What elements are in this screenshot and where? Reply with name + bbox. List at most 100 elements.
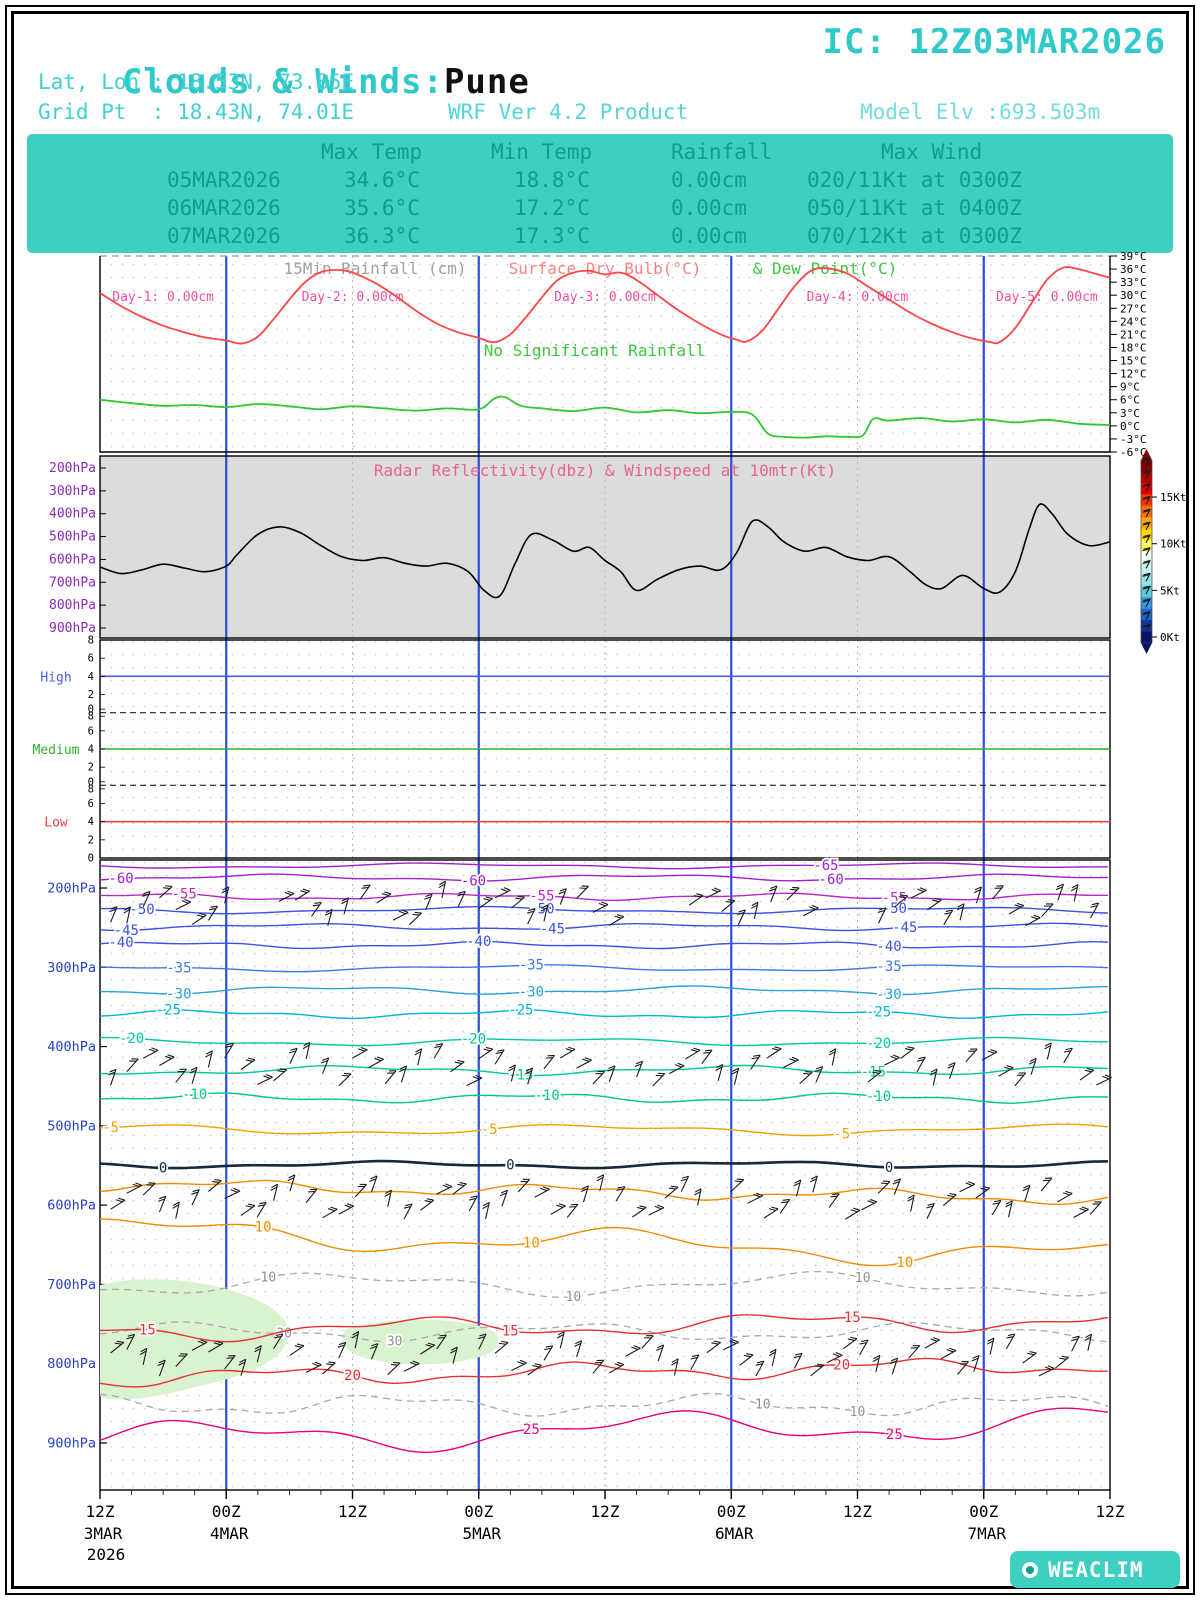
wind-barb-tick: [190, 1066, 198, 1071]
wind-barb-tick: [771, 1047, 779, 1051]
cloud-axis-label: 2: [88, 762, 94, 774]
pressure-label-panel2: 800hPa: [49, 598, 96, 613]
forecast-min-temp: 17.3°C: [514, 224, 590, 248]
wind-barb: [1089, 1201, 1102, 1215]
time-date-label: 7MAR: [967, 1524, 1006, 1543]
wind-barb: [632, 1206, 647, 1218]
wind-barb: [338, 1342, 347, 1359]
temp-contour--15: [99, 1064, 1109, 1077]
wind-barb: [1025, 917, 1041, 927]
pressure-label-panel4: 900hPa: [47, 1436, 96, 1452]
wind-barb-tick: [412, 913, 420, 916]
wind-barb-tick: [403, 1206, 411, 1209]
wind-barb: [550, 1205, 566, 1215]
wind-barb: [875, 1355, 881, 1373]
temp-contour-label: -55: [172, 886, 197, 902]
temp-contour-20: [99, 1357, 1109, 1388]
time-date-label: 4MAR: [210, 1524, 249, 1543]
temp-contour-label: -10: [866, 1089, 891, 1105]
wind-barb: [1046, 1042, 1052, 1060]
wind-barb: [175, 901, 192, 911]
forecast-min-temp: 18.8°C: [514, 168, 590, 192]
wind-barb-tick: [140, 1347, 148, 1353]
pressure-label-panel4: 600hPa: [47, 1198, 96, 1214]
wind-barb-tick: [381, 893, 389, 897]
pressure-label-panel4: 800hPa: [47, 1356, 96, 1372]
temp-contour-label: 25: [523, 1422, 540, 1438]
wind-barb-tick: [732, 1067, 739, 1072]
wind-barb-tick: [384, 1192, 392, 1197]
wind-barb-tick: [947, 1064, 955, 1069]
wind-barb-tick: [109, 1068, 117, 1073]
temp-contour-label: -5: [481, 1122, 498, 1138]
pressure-label-panel2: 300hPa: [49, 484, 96, 499]
wind-barb: [877, 1181, 891, 1194]
rh-contour-30: [99, 1321, 1109, 1343]
wind-barb: [256, 1202, 267, 1218]
temp-contour-label: -55: [529, 888, 554, 904]
wind-barb-tick: [654, 1205, 662, 1210]
wind-barb-tick: [614, 915, 622, 919]
wind-barb: [828, 1193, 840, 1208]
temp-contour-label: -35: [876, 959, 901, 975]
pressure-label-panel4: 500hPa: [47, 1118, 96, 1134]
wind-barb-tick: [294, 1345, 302, 1348]
wind-barb-tick: [900, 894, 908, 897]
wind-barb-tick: [633, 1345, 641, 1349]
wind-barb: [273, 1333, 284, 1349]
wind-barb: [1087, 1334, 1093, 1351]
wind-barb-tick: [517, 895, 525, 898]
wind-barb: [975, 1187, 991, 1199]
wind-barb-tick: [930, 1068, 938, 1073]
wind-barb: [322, 1362, 336, 1375]
wind-barb: [842, 1338, 858, 1350]
wind-barb-tick: [385, 1189, 392, 1195]
wind-barb: [368, 1058, 384, 1069]
cloud-axis-label: 6: [88, 725, 94, 737]
forecast-max-temp: 36.3°C: [344, 224, 420, 248]
wind-barb: [859, 1339, 869, 1356]
series-dew_point: [99, 395, 1111, 439]
wind-barb: [810, 1364, 825, 1377]
wind-barb: [501, 1190, 509, 1207]
wind-barb-tick: [544, 1347, 552, 1351]
wrf-version-label: WRF Ver 4.2 Product: [448, 100, 689, 124]
wind-barb-tick: [1142, 625, 1150, 629]
wind-barb: [511, 1362, 527, 1371]
wind-barb-tick: [597, 1174, 604, 1179]
wind-barb-tick: [769, 1348, 777, 1354]
temp-contour-25: [99, 1407, 1109, 1453]
wind-barb-tick: [376, 1056, 384, 1060]
wind-barb-tick: [1142, 586, 1150, 590]
cloud-axis-label: 2: [88, 689, 94, 701]
wind-barb-tick: [324, 911, 332, 916]
temp-contour--35: [99, 964, 1109, 973]
wind-barb-tick: [409, 1361, 417, 1366]
wind-barb-tick: [123, 909, 131, 914]
wind-barb-tick: [830, 1195, 838, 1198]
temp-contour-label: -45: [540, 921, 565, 937]
wind-barb-tick: [1142, 484, 1150, 488]
wind-barb: [926, 1203, 935, 1220]
wind-barb-tick: [191, 1191, 199, 1195]
wind-barb-tick: [508, 1064, 516, 1069]
wind-barb-tick: [631, 1346, 639, 1351]
wind-barb-tick: [878, 907, 887, 911]
wind-barb: [420, 1199, 435, 1211]
wind-barb-tick: [803, 1072, 811, 1075]
wind-barb: [1057, 883, 1065, 901]
temp-axis-label: 18°C: [1120, 341, 1147, 354]
wind-barb: [940, 1350, 957, 1360]
wind-barb: [826, 1354, 843, 1364]
wind-barb-tick: [1143, 534, 1151, 538]
wind-barb: [289, 1048, 298, 1064]
wind-barb: [1145, 457, 1151, 467]
wind-barb: [799, 1071, 813, 1085]
wind-barb-tick: [853, 1207, 861, 1211]
wind-barb-tick: [930, 1338, 938, 1342]
wind-barb-tick: [245, 1059, 253, 1062]
wind-barb: [636, 1061, 644, 1078]
colorbar-segment: [1141, 585, 1152, 598]
temp-contour-label: -45: [114, 923, 139, 939]
wind-barb: [289, 1345, 305, 1356]
